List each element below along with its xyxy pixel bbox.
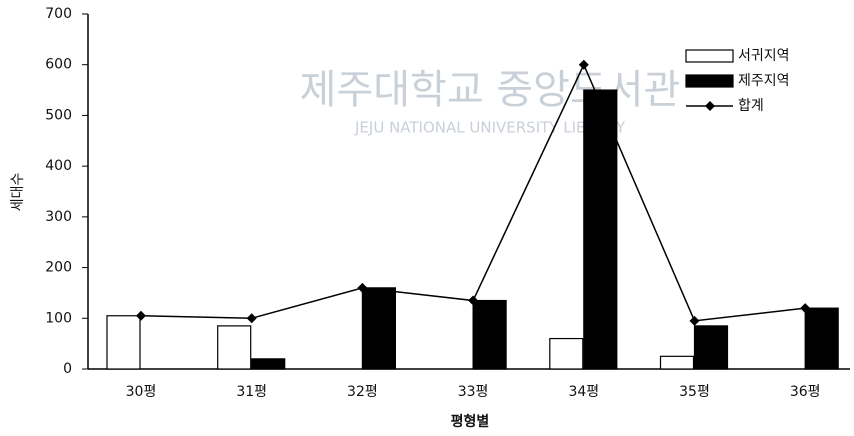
line-marker [800, 303, 811, 314]
bar [583, 89, 618, 370]
line-marker [468, 295, 479, 306]
legend-label: 제주지역 [738, 73, 790, 89]
line-marker [246, 313, 257, 324]
legend-swatch [685, 49, 734, 63]
y-tick-label: 0 [63, 361, 72, 377]
watermark-subtitle: JEJU NATIONAL UNIVERSITY LIBRARY [354, 119, 626, 137]
y-tick-label: 700 [45, 6, 72, 22]
line-marker [136, 310, 146, 321]
bar [217, 325, 252, 370]
x-tick-label: 34평 [568, 384, 599, 400]
y-axis-label: 세대수 [10, 173, 26, 212]
line-marker [578, 59, 589, 70]
x-tick-label: 32평 [347, 384, 378, 400]
bar [251, 358, 286, 370]
y-tick-label: 500 [45, 107, 72, 123]
line-marker [689, 315, 700, 326]
bar [549, 337, 584, 370]
y-tick-label: 300 [45, 209, 72, 225]
bar [106, 315, 141, 370]
y-tick-label: 200 [45, 260, 72, 276]
y-tick-label: 400 [45, 158, 72, 174]
y-tick-label: 100 [45, 310, 72, 326]
y-tick-label: 600 [45, 57, 72, 73]
line-marker [357, 282, 368, 293]
x-tick-label: 35평 [679, 384, 710, 400]
x-tick-label: 33평 [458, 384, 489, 400]
bar [361, 287, 396, 370]
legend-swatch [685, 74, 734, 88]
x-tick-label: 36평 [790, 384, 821, 400]
watermark-title: 제주대학교 중앙도서관 [300, 67, 681, 113]
x-tick-label: 31평 [236, 384, 267, 400]
bar [693, 325, 729, 370]
x-tick-label: 30평 [126, 384, 157, 400]
bar [659, 355, 695, 370]
bar [472, 299, 507, 370]
legend-marker [705, 101, 715, 111]
bar [804, 307, 839, 370]
x-axis-label: 평형별 [451, 413, 490, 430]
legend-label: 서귀지역 [738, 48, 790, 64]
legend-label: 합계 [738, 98, 764, 114]
